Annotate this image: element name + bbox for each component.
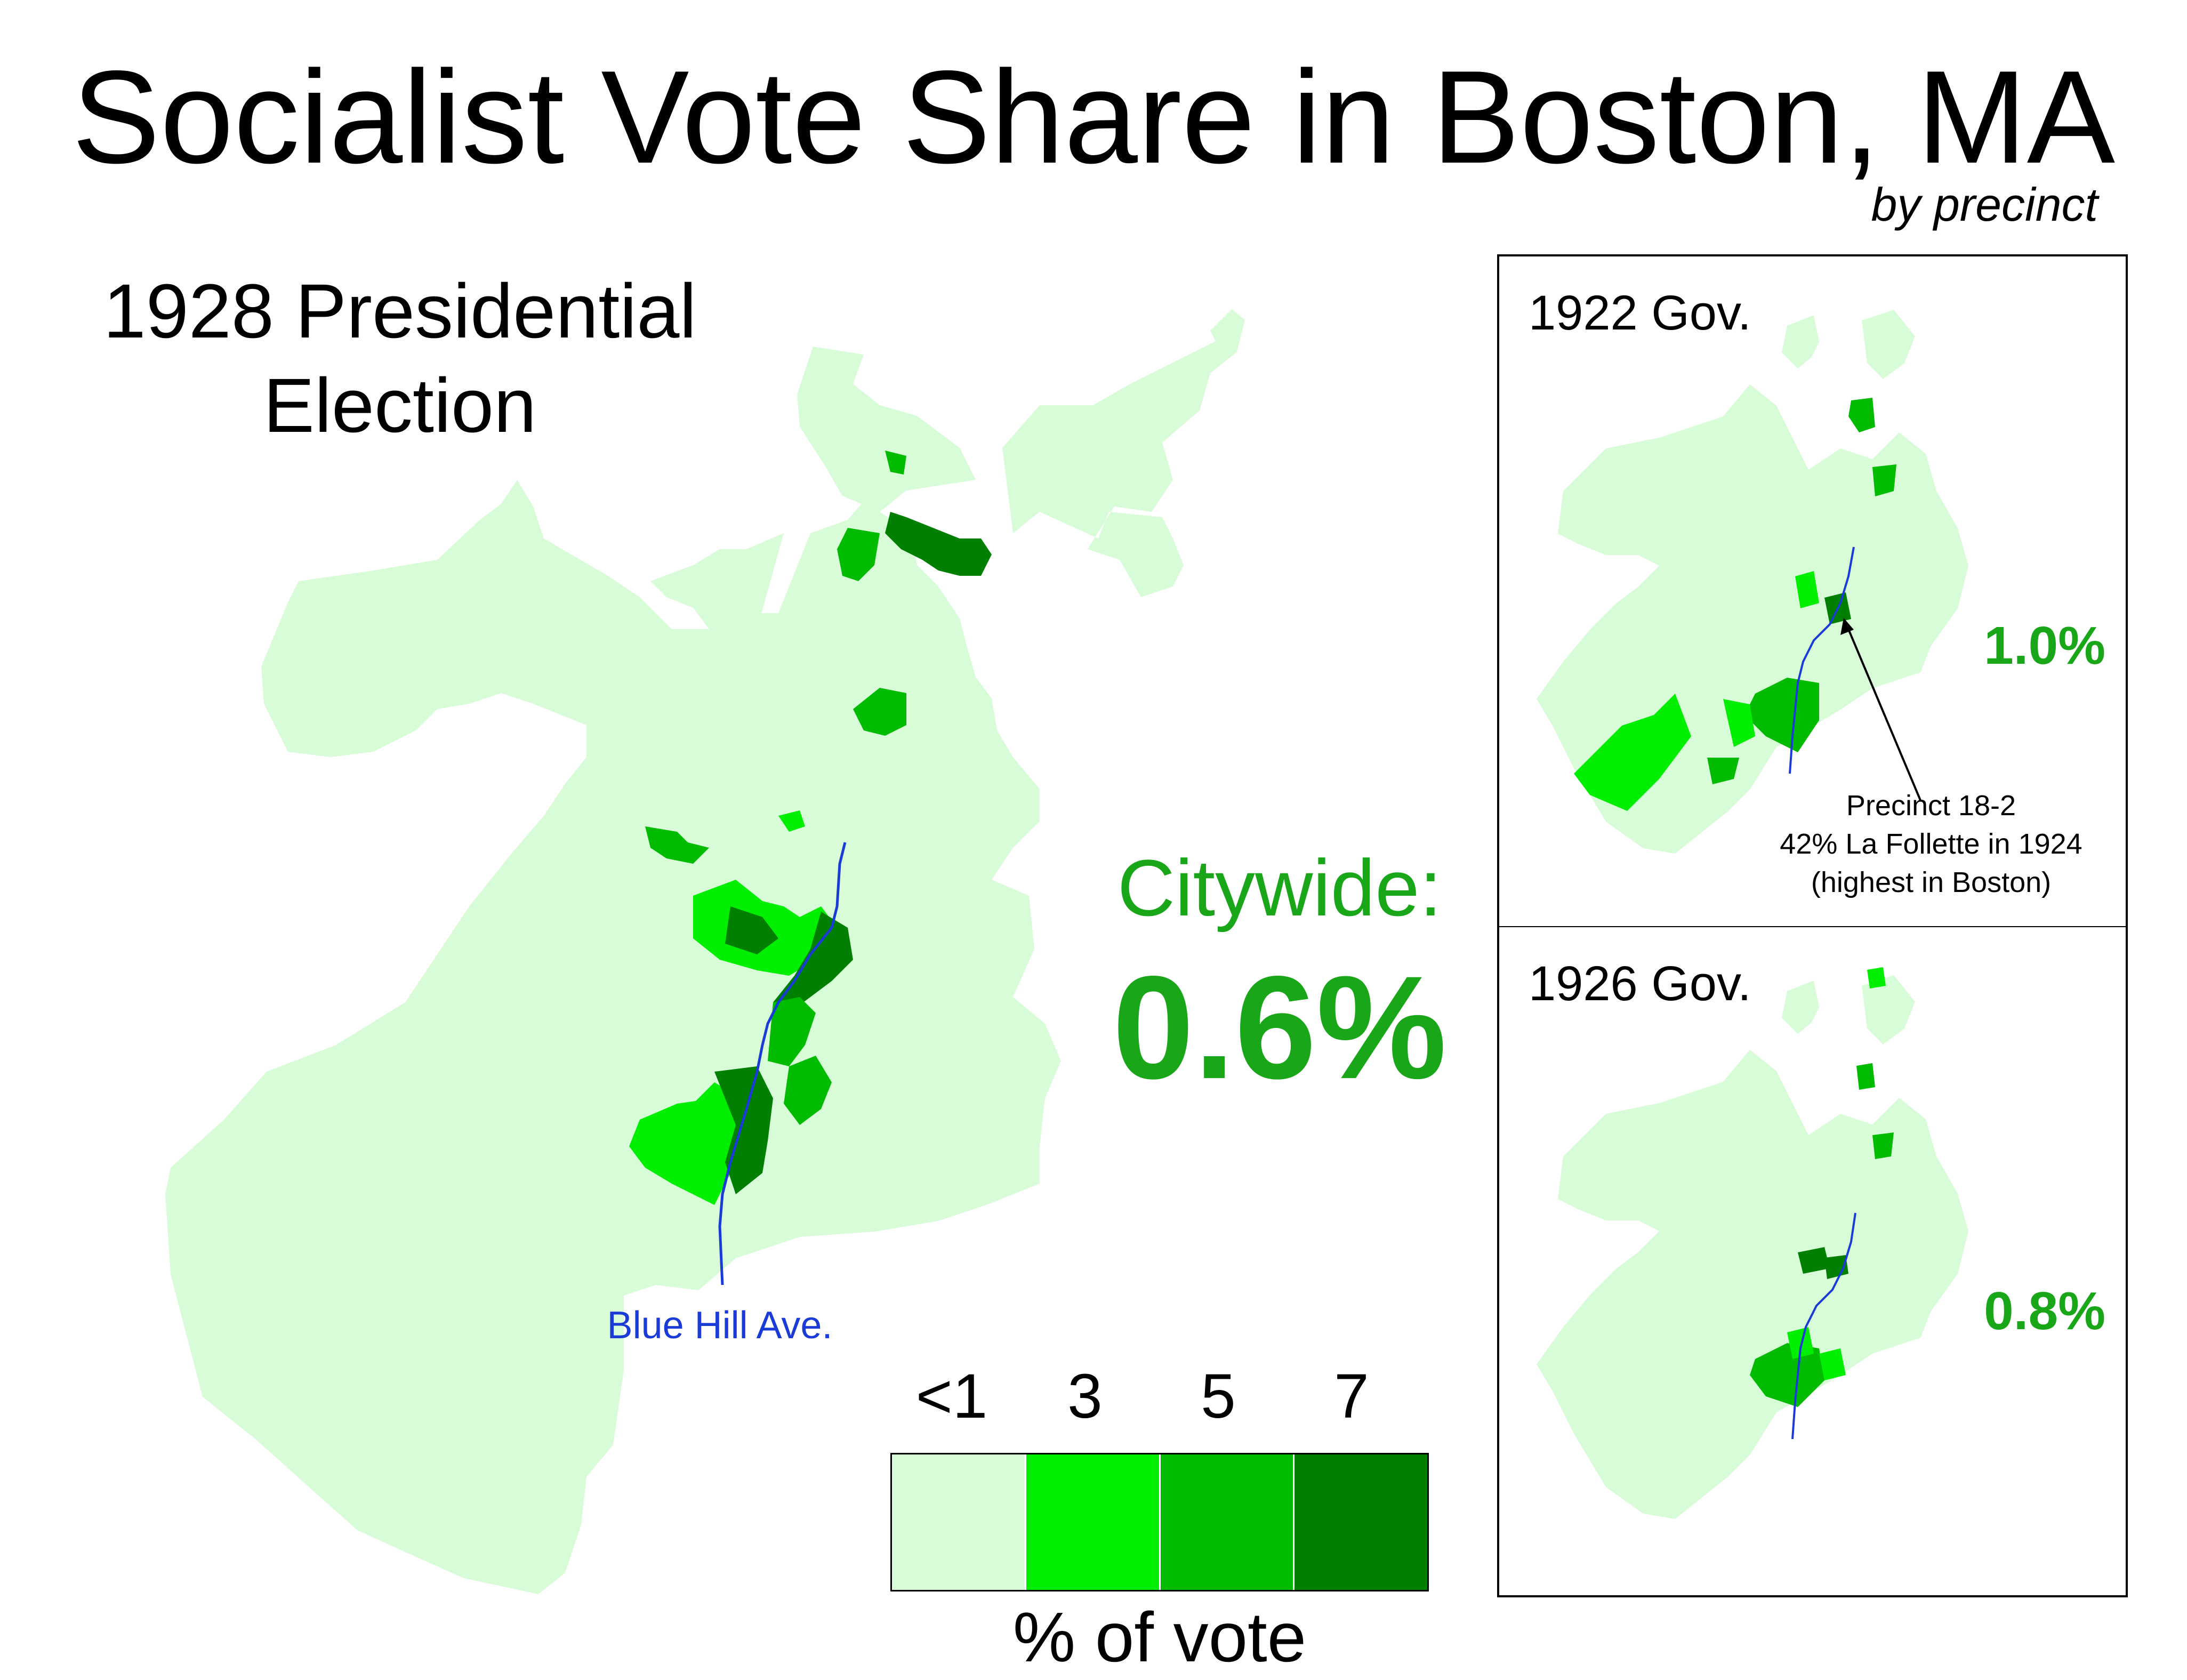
main-map-label-line2: Election — [263, 363, 537, 449]
street-label: Blue Hill Ave. — [607, 1304, 833, 1347]
precinct-dorchester-south — [784, 1056, 832, 1125]
inset-map-panel: 1926 Gov. 0.8% — [1497, 926, 2128, 1597]
annotation-highest: (highest in Boston) — [1811, 866, 2052, 898]
map-subtitle: by precinct — [1871, 178, 2098, 231]
high-share-precincts-1928 — [629, 451, 992, 1205]
inset-vote-share: 1.0% — [1984, 616, 2105, 676]
precinct-north-end — [885, 512, 992, 576]
precinct-roxbury-b — [778, 810, 805, 832]
legend-swatch — [1026, 1454, 1161, 1590]
precinct-blue-hill-corridor — [773, 912, 853, 1013]
legend-tick-label: 7 — [1334, 1361, 1369, 1432]
inset-precinct-map — [1537, 967, 1968, 1519]
precinct-mattapan-b — [629, 1098, 746, 1205]
blue-hill-avenue-line — [718, 842, 847, 1285]
precinct-south-end — [853, 688, 906, 736]
citywide-value: 0.6% — [1112, 946, 1447, 1110]
boston-city-outline — [1537, 975, 1968, 1519]
annotation-la-follette: 42% La Follette in 1924 — [1780, 827, 2083, 860]
precinct-dorchester-mid — [725, 906, 778, 954]
boston-city-outline — [165, 309, 1245, 1594]
map-title: Socialist Vote Share in Boston, MA — [71, 43, 2116, 191]
legend-color-scale — [890, 1453, 1429, 1591]
mainland-region — [165, 480, 1061, 1594]
blue-hill-avenue-line — [1789, 546, 1855, 774]
precinct-roxbury-a — [645, 826, 709, 864]
legend-swatch — [1294, 1454, 1427, 1590]
citywide-label: Citywide: — [1117, 843, 1442, 933]
boston-harbor-islands — [650, 533, 784, 629]
inset-precinct-map — [1537, 310, 1968, 854]
annotation-precinct: Precinct 18-2 — [1846, 790, 2016, 822]
legend-tick-label: 5 — [1201, 1361, 1236, 1432]
arrow-icon — [1840, 618, 1921, 801]
high-share-precincts-1926 — [1750, 967, 1894, 1407]
legend-swatch — [1160, 1454, 1295, 1590]
inset-map-panel: 1922 Gov. 1.0% Precinct 18-2 42% La Foll… — [1497, 254, 2128, 927]
legend-caption: % of vote — [1012, 1598, 1307, 1676]
color-legend: <1 3 5 7 % of vote — [885, 1365, 1445, 1674]
main-map-label-line1: 1928 Presidential — [103, 268, 697, 354]
main-map-label: 1928 Presidential Election — [80, 264, 720, 453]
legend-tick-label: <1 — [915, 1361, 988, 1432]
charlestown-region — [1002, 309, 1245, 597]
precinct-mattapan-d — [768, 997, 816, 1066]
blue-hill-avenue-line — [1791, 1212, 1856, 1440]
precinct-annotation: Precinct 18-2 42% La Follette in 1924 (h… — [1744, 787, 2118, 902]
inset-vote-share: 0.8% — [1984, 1281, 2105, 1341]
legend-swatch — [892, 1454, 1026, 1590]
inset-label: 1926 Gov. — [1529, 956, 1751, 1011]
precinct-east-boston-small — [885, 451, 906, 475]
precinct-west-end — [837, 528, 880, 581]
east-boston-region — [797, 347, 976, 512]
legend-tick-label: 3 — [1067, 1361, 1103, 1432]
inset-label: 1922 Gov. — [1529, 286, 1751, 340]
